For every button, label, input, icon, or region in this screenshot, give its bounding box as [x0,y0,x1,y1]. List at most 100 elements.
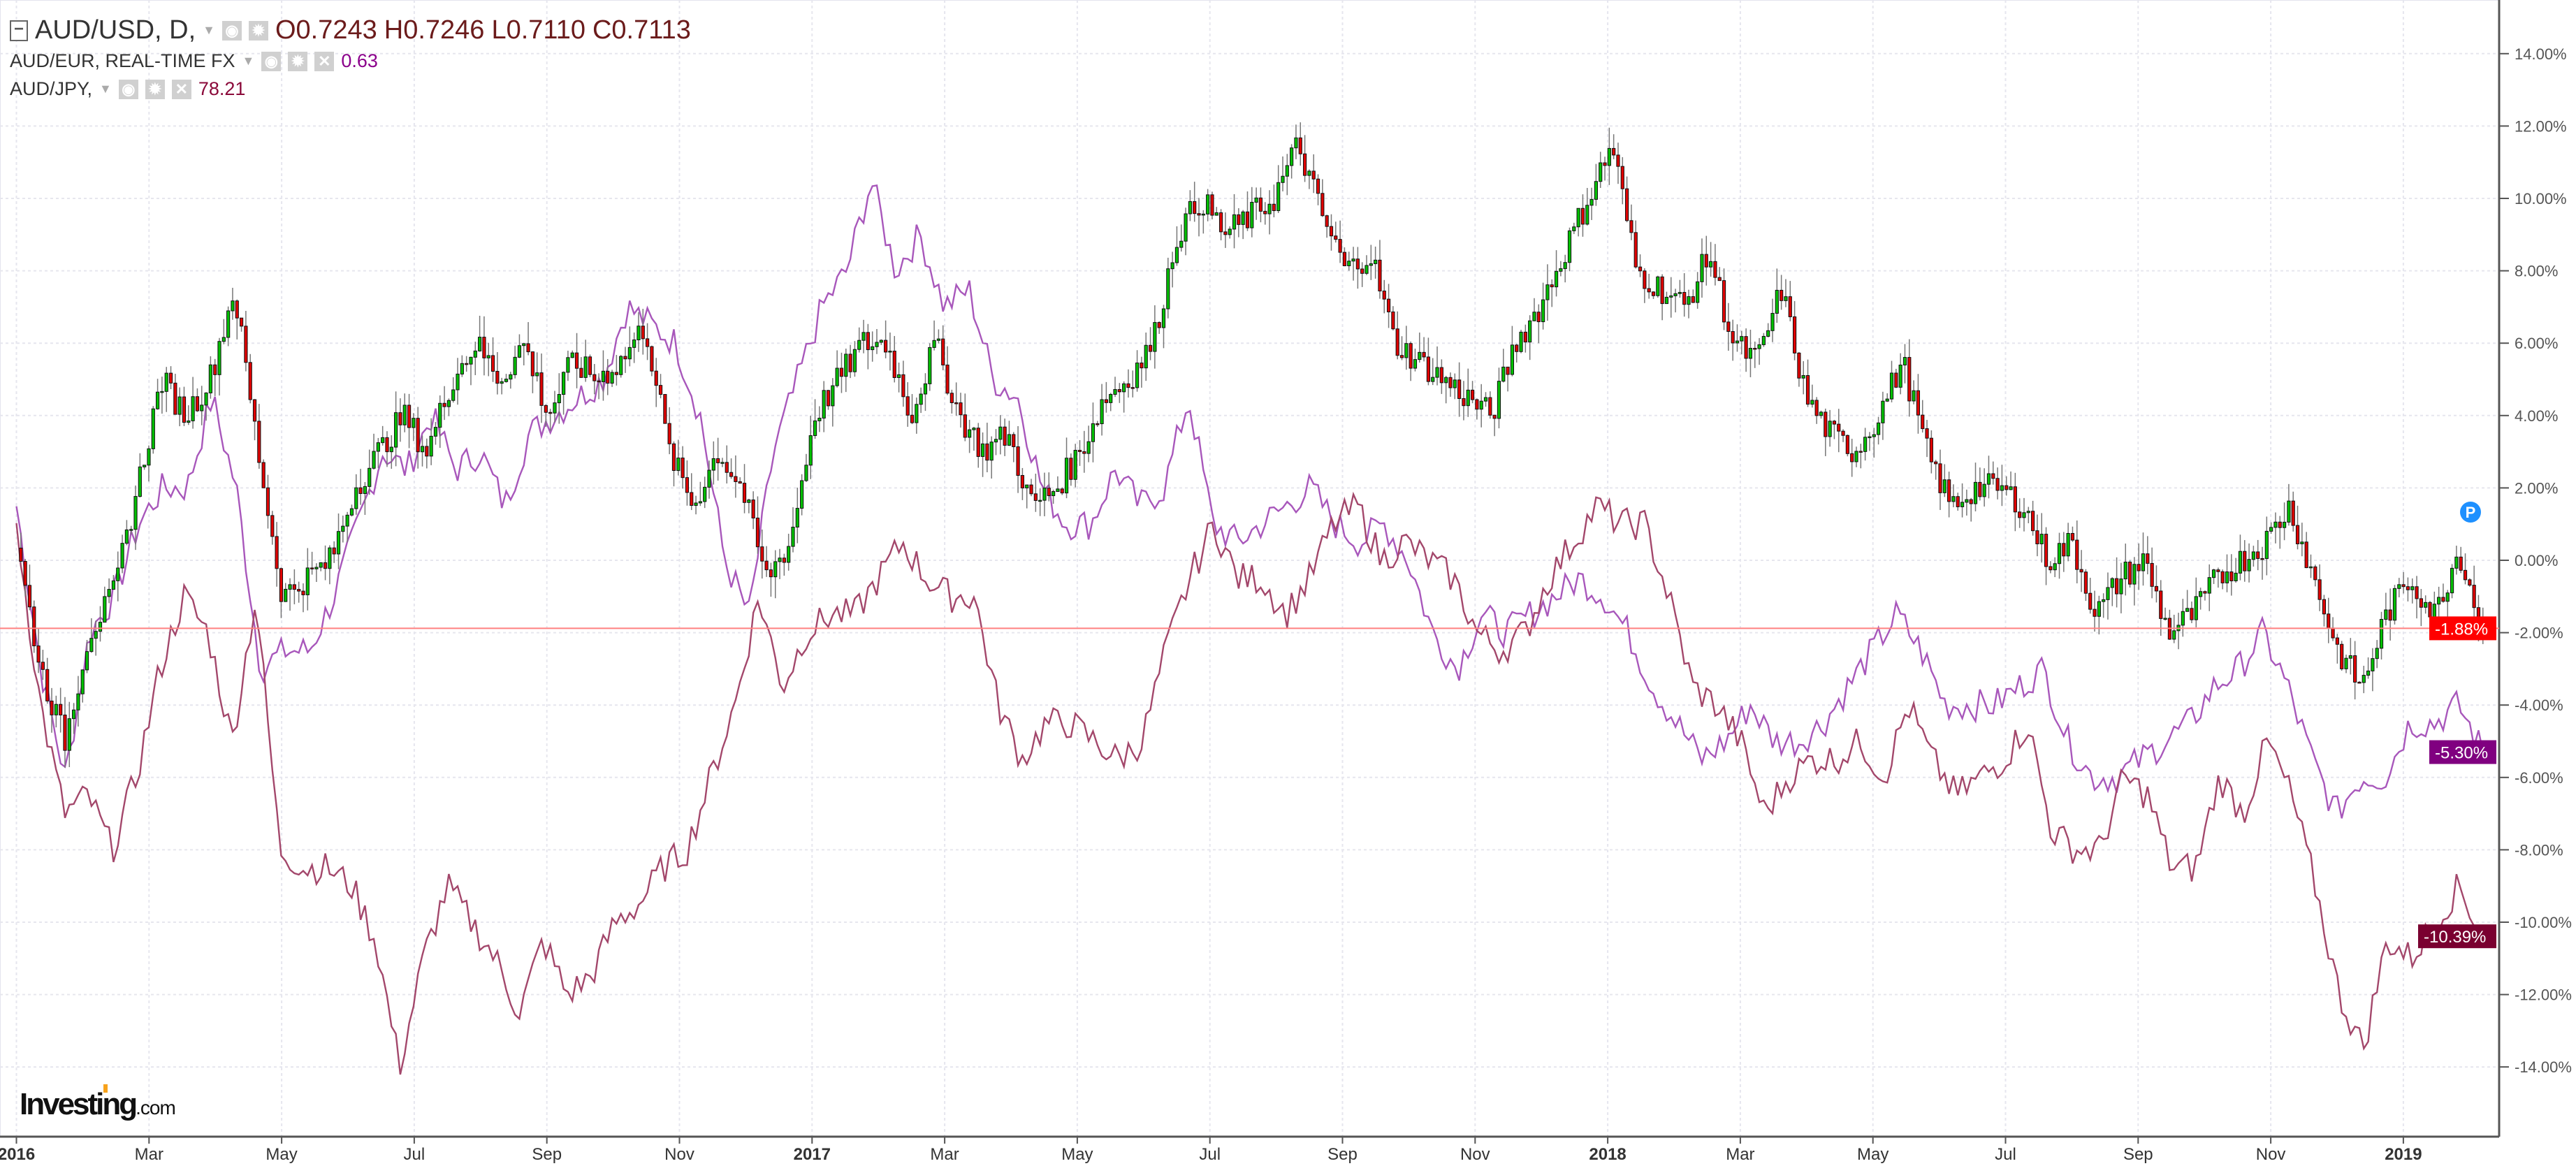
candle [1413,349,1418,372]
candle-body [354,487,358,509]
candle [2410,578,2415,604]
candle [968,419,972,453]
candle-body [2127,561,2132,585]
candle [1696,272,1700,309]
candle [1064,437,1069,499]
candle [1316,174,1320,205]
candle [1929,430,1933,474]
candle [1647,273,1651,299]
candle-body [279,568,284,602]
candle [896,362,901,393]
candle-body [1064,458,1069,494]
candle-body [923,383,928,395]
close-icon[interactable]: ✕ [171,79,191,99]
candle [345,511,349,543]
candle-body [1285,165,1289,177]
candle-body [2115,578,2119,595]
candle-body [2327,613,2331,629]
eye-icon[interactable]: ◉ [118,79,138,99]
gear-icon[interactable]: ✹ [145,79,165,99]
candle [734,455,738,498]
badge-bg [2429,616,2496,641]
candle-body [1426,356,1431,382]
candle-body [1113,388,1117,395]
candle-body [2450,567,2454,594]
collapse-icon[interactable]: − [10,20,28,41]
chevron-down-icon[interactable]: ▼ [99,82,112,96]
candle-body [848,354,852,372]
last-value-badge-aud-usd: -1.88% [2429,616,2496,641]
candle [143,465,147,470]
candle [2190,602,2194,623]
candle [1466,368,1470,417]
chevron-down-icon[interactable]: ▼ [242,54,255,68]
candle-body [553,402,557,414]
badge-bg [2429,740,2496,764]
candle-body [2057,543,2062,564]
candle-body [566,357,570,373]
candle [1995,467,2000,500]
candle-body [716,458,720,464]
candle-body [2256,551,2260,559]
p-marker[interactable]: P [2460,502,2481,523]
candle [1492,414,1497,437]
series-line-aud-jpy [15,491,2484,1075]
aud-jpy-symbol[interactable]: AUD/JPY, [10,78,93,99]
candle [2207,564,2211,611]
ohlc-close: C0.7113 [592,15,691,45]
candle-body [2424,602,2428,608]
candle [2406,577,2410,602]
candle [504,374,509,383]
candle [213,358,217,396]
x-tick-label: Nov [1460,1145,1490,1164]
candle-body [2119,578,2123,595]
candle [292,569,296,604]
candle-body [2322,599,2327,615]
candle-body [2362,675,2366,683]
candle-body [2141,553,2146,571]
candle [592,364,597,395]
close-icon[interactable]: ✕ [314,51,335,71]
candle [1020,467,1024,500]
candle [495,351,500,395]
candle-body [248,362,252,400]
main-symbol[interactable]: AUD/USD, D, [35,15,196,45]
candle-body [1488,397,1492,416]
candle [1298,122,1302,166]
candle [530,351,534,393]
candle [1386,284,1391,328]
candle-body [1140,363,1144,369]
candle [221,319,226,344]
candle-body [244,326,248,363]
aud-eur-symbol[interactable]: AUD/EUR, REAL-TIME FX [10,50,235,71]
candle [1519,330,1523,354]
candle [1241,210,1245,240]
eye-icon[interactable]: ◉ [261,51,282,71]
candle [200,386,204,425]
candle [1003,418,1007,456]
x-tick-label: Mar [1726,1145,1754,1164]
candle [959,393,963,428]
candle-body [1320,193,1325,217]
candle-body [2220,571,2225,583]
candle [1148,327,1153,360]
candle [1991,461,1995,485]
candle [412,413,416,442]
candle-body [976,428,980,457]
candle [1616,143,1620,184]
candle-body [460,363,464,374]
candle-body [1042,488,1047,501]
candle-body [451,389,456,401]
candle-body [2172,630,2176,640]
chevron-down-icon[interactable]: ▼ [203,23,215,37]
candle [456,358,460,405]
eye-icon[interactable]: ◉ [221,20,242,41]
candle-body [782,558,786,563]
x-tick-label: Mar [135,1145,163,1164]
candle-body [438,402,442,428]
candle [1633,220,1638,269]
candle [248,354,252,404]
gear-icon[interactable]: ✹ [248,20,268,41]
gear-icon[interactable]: ✹ [288,51,308,71]
